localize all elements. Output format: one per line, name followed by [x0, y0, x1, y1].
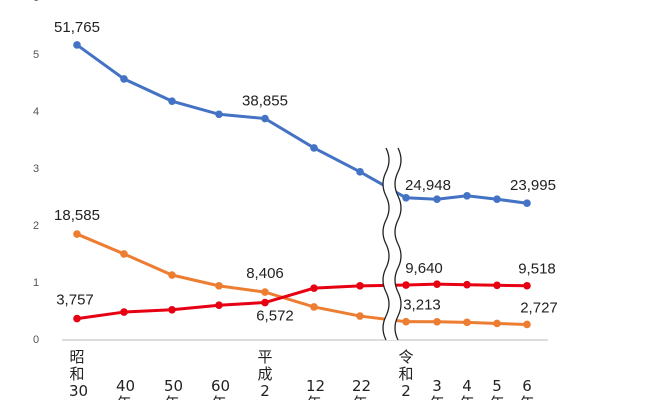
point: [310, 144, 318, 152]
point: [168, 271, 176, 279]
x-tick-label: 40年: [116, 377, 136, 400]
value-label: 9,640: [405, 260, 443, 277]
point: [463, 318, 471, 327]
x-tick-label: 6年: [519, 377, 534, 400]
point: [310, 284, 318, 292]
value-label: 23,995: [510, 177, 556, 194]
x-tick-label: 50年: [164, 377, 184, 400]
value-label: 8,406: [246, 265, 284, 282]
break-line: [394, 147, 402, 341]
point: [261, 288, 269, 296]
x-tick-label: 4年: [459, 377, 474, 400]
line: [76, 232, 528, 326]
point: [463, 191, 471, 200]
point: [215, 110, 223, 119]
break-fill: [383, 148, 401, 340]
point: [168, 97, 176, 105]
y-tick-label: 4: [33, 106, 39, 118]
axis-break: [382, 147, 402, 341]
x-tick-label: 平成2年: [257, 348, 273, 400]
value-label: 6,572: [256, 308, 294, 325]
y-tick-label: 6: [33, 0, 39, 4]
value-label: 24,948: [405, 177, 451, 194]
point: [523, 281, 531, 290]
point: [463, 280, 471, 289]
point: [356, 312, 364, 320]
point: [261, 114, 269, 123]
point: [493, 195, 501, 204]
value-label: 3,757: [56, 292, 94, 309]
point: [523, 199, 531, 208]
line: [76, 282, 528, 321]
y-tick-label: 3: [33, 163, 39, 175]
point: [120, 308, 128, 316]
y-tick-label: 1: [33, 277, 39, 289]
point: [120, 75, 128, 83]
x-tick-label: 令和2年: [398, 348, 414, 400]
value-label: 18,585: [54, 207, 100, 224]
line: [76, 43, 528, 205]
point: [261, 298, 269, 307]
break-line: [382, 147, 390, 341]
point: [433, 195, 441, 204]
value-label: 51,765: [54, 19, 100, 36]
point: [433, 317, 441, 326]
x-tick-label: 12年: [306, 377, 326, 400]
y-tick-label: 5: [33, 49, 39, 61]
point: [493, 281, 501, 290]
x-tick-label: 60年: [211, 377, 231, 400]
point: [356, 282, 364, 290]
point: [73, 314, 81, 323]
x-tick-label: 5年: [489, 377, 504, 400]
point: [168, 305, 176, 314]
value-label: 9,518: [518, 261, 556, 278]
point: [310, 303, 318, 311]
point: [523, 320, 531, 329]
point: [73, 230, 81, 238]
point: [402, 317, 410, 326]
point: [402, 193, 410, 202]
x-tick-label: 22年: [352, 377, 372, 400]
value-label: 2,727: [520, 299, 558, 316]
x-tick-label: 3年: [429, 377, 444, 400]
point: [215, 282, 223, 290]
point: [120, 250, 128, 258]
point: [73, 41, 81, 49]
value-label: 38,855: [242, 93, 288, 110]
point: [433, 280, 441, 288]
point: [356, 168, 364, 176]
value-label: 3,213: [403, 297, 441, 314]
point: [215, 301, 223, 310]
point: [402, 281, 410, 289]
y-tick-label: 0: [33, 334, 39, 346]
point: [493, 319, 501, 328]
x-tick-label: 昭和30年: [69, 348, 89, 400]
y-tick-label: 2: [33, 220, 39, 232]
